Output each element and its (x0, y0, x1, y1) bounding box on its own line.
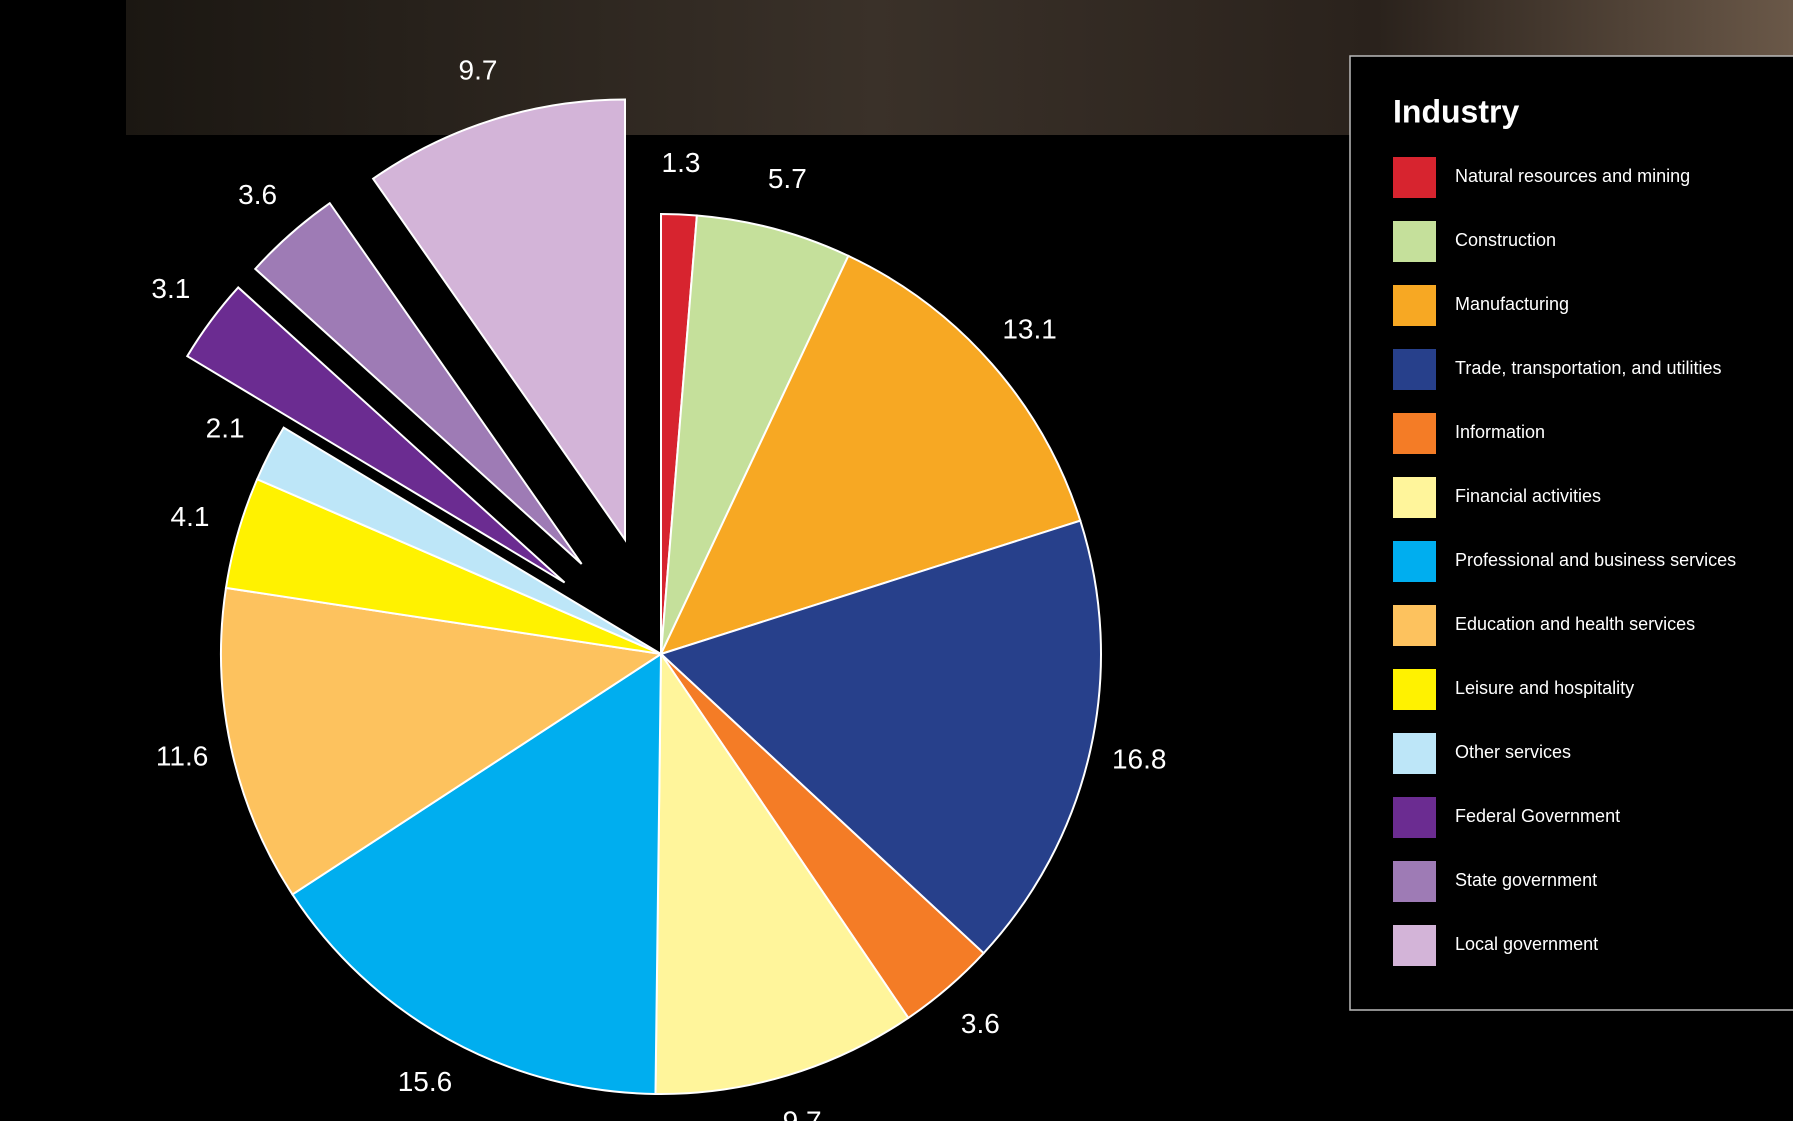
data-label: 3.1 (151, 273, 190, 304)
legend-swatch (1393, 157, 1436, 198)
legend-label: Leisure and hospitality (1455, 678, 1634, 698)
data-label: 9.7 (783, 1106, 822, 1121)
data-label: 2.1 (206, 413, 245, 444)
legend-swatch (1393, 349, 1436, 390)
pie: 1.3 5.7 13.1 16.8 3.6 9.7 15.6 11.6 4.1 2.1 3.1 3.6… (151, 54, 1166, 1121)
legend-swatch (1393, 221, 1436, 262)
data-label: 11.6 (156, 740, 208, 771)
legend-label: State government (1455, 870, 1597, 890)
data-label: 4.1 (171, 501, 210, 532)
legend-swatch (1393, 285, 1436, 326)
pie-slice (659, 254, 1082, 656)
pie-slice (371, 98, 626, 543)
legend-label: Construction (1455, 230, 1556, 250)
legend-box (1349, 55, 1793, 1011)
legend-swatch (1393, 861, 1436, 902)
legend-swatch (1393, 605, 1436, 646)
legend-swatch (1393, 925, 1436, 966)
pie-slice (660, 214, 850, 655)
data-label: 3.6 (238, 179, 277, 210)
legend-label: Federal Government (1455, 806, 1620, 826)
legend-label: Manufacturing (1455, 294, 1569, 314)
legend-title: Industry (1393, 93, 1519, 129)
legend-swatch (1393, 797, 1436, 838)
legend-swatch (1393, 669, 1436, 710)
legend-label: Local government (1455, 934, 1598, 954)
legend-label: Financial activities (1455, 486, 1601, 506)
legend-swatch (1393, 541, 1436, 582)
pie-slice (255, 426, 662, 655)
data-label: 15.6 (398, 1066, 453, 1097)
legend-label: Trade, transportation, and utilities (1455, 358, 1721, 378)
pie-slice (659, 519, 1102, 955)
pie-slice (220, 586, 664, 896)
data-label: 5.7 (768, 163, 807, 194)
pie-slice (654, 650, 910, 1095)
data-label: 1.3 (662, 147, 701, 178)
legend-label: Education and health services (1455, 614, 1695, 634)
data-label: 13.1 (1002, 314, 1057, 345)
legend: Natural resources and mining Construction… (1393, 157, 1736, 966)
data-label: 16.8 (1112, 743, 1167, 774)
legend-label: Natural resources and mining (1455, 166, 1690, 186)
legend-swatch (1393, 733, 1436, 774)
pie-slice (291, 652, 663, 1095)
legend-swatch (1393, 413, 1436, 454)
pie-slice (253, 201, 583, 565)
data-label: 3.6 (961, 1008, 1000, 1039)
legend-label: Professional and business services (1455, 550, 1736, 570)
legend-label: Information (1455, 422, 1545, 442)
data-label: 9.7 (459, 54, 498, 85)
legend-label: Other services (1455, 742, 1571, 762)
legend-swatch (1393, 477, 1436, 518)
pie-slice (185, 286, 566, 584)
